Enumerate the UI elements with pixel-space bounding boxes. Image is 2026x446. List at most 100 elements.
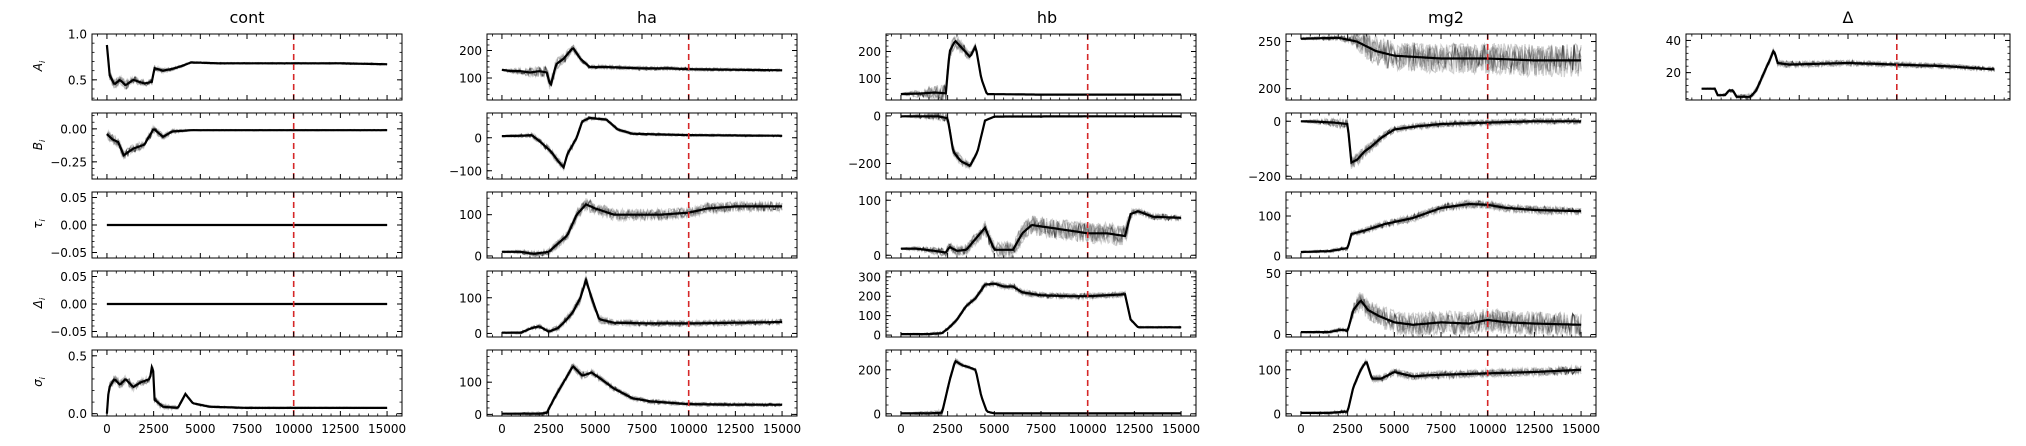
- panel-mg2-tau-traces: [1300, 192, 1582, 258]
- panel-mg2-sigma-xtick-label-4: 10000: [1469, 422, 1507, 436]
- panel-ha-sigma-xtick-label-5: 12500: [716, 422, 754, 436]
- row-label-B: Bi: [31, 139, 47, 150]
- panel-hb-A-median-trace: [900, 39, 1182, 96]
- panel-ha-delta-chain-5: [501, 279, 783, 335]
- panel-mg2-sigma-ytick-label-1: 100: [1258, 363, 1281, 377]
- panel-ha-A-traces: [501, 34, 783, 100]
- panel-ha-B-chain-4: [501, 116, 783, 168]
- panel-cont-A-frame: [91, 33, 403, 101]
- panel-hb-sigma: 0 200 0 2500 5000 7500 10000 12500 15000: [858, 349, 1200, 436]
- panel-cont-sigma-traces: [105, 350, 388, 416]
- panel-cont-delta-ytick-label-1: 0.00: [60, 298, 87, 312]
- panel-ha-A: 100 200: [459, 33, 798, 101]
- panel-cont-delta-ytick-label-0: −0.05: [50, 325, 87, 339]
- panel-hb-tau-ytick-label-1: 100: [858, 194, 881, 208]
- panel-ha-tau: 0 100: [459, 191, 798, 263]
- panel-hb-delta-ytick-label-1: 100: [858, 309, 881, 323]
- panel-hb-sigma-xtick-label-0: 0: [897, 422, 905, 436]
- panel-cont-sigma-chain-5: [106, 367, 388, 411]
- panel-ha-B-chain-5: [501, 116, 783, 167]
- panel-ha-tau-ytick-label-1: 100: [459, 208, 482, 222]
- row-label-delta: Δi: [31, 297, 47, 309]
- panel-cont-delta-ytick-label-2: 0.05: [60, 270, 87, 284]
- panel-ha-A-ytick-label-0: 100: [459, 72, 482, 86]
- column-title-ha: ha: [637, 8, 657, 27]
- panel-delta-A-ytick-label-1: 40: [1666, 34, 1681, 48]
- panel-ha-B-ytick-label-1: 0: [474, 131, 482, 145]
- panel-cont-A-traces: [105, 34, 388, 100]
- panel-delta-A-chain-6: [1701, 51, 1995, 100]
- panel-cont-sigma-chain-1: [106, 367, 388, 411]
- panel-ha-sigma-xtick-label-1: 2500: [533, 422, 564, 436]
- panel-ha-tau-frame: [486, 191, 798, 259]
- panel-ha-A-chain-5: [501, 44, 783, 87]
- panel-ha-tau-traces: [501, 192, 783, 258]
- panel-ha-sigma-ytick-label-1: 100: [459, 376, 482, 390]
- panel-mg2-B-median-trace: [1300, 120, 1582, 165]
- panel-hb-sigma-xtick-label-3: 7500: [1026, 422, 1057, 436]
- panel-cont-A-median-trace: [105, 44, 388, 87]
- panel-hb-sigma-ytick-label-1: 200: [858, 363, 881, 377]
- panel-mg2-B-ytick-label-1: 0: [1273, 115, 1281, 129]
- panel-ha-B-frame: [486, 112, 798, 180]
- panel-hb-sigma-xtick-label-2: 5000: [979, 422, 1010, 436]
- panel-cont-A-ytick-label-0: 0.5: [68, 73, 87, 87]
- panel-cont-B-chain-4: [106, 128, 388, 160]
- panel-cont-tau-ytick-label-2: 0.05: [60, 191, 87, 205]
- panel-cont-tau-traces: [106, 192, 388, 258]
- panel-mg2-tau: 0 100: [1258, 191, 1597, 264]
- panel-delta-A-chain-5: [1701, 48, 1995, 100]
- panel-ha-B-chain-1: [501, 115, 783, 171]
- panel-mg2-sigma-xtick-label-2: 5000: [1379, 422, 1410, 436]
- panel-ha-sigma-xtick-label-0: 0: [498, 422, 506, 436]
- panel-cont-sigma-xtick-label-0: 0: [103, 422, 111, 436]
- panel-cont-B-traces: [106, 113, 388, 179]
- panel-mg2-A-ytick-label-1: 250: [1258, 35, 1281, 49]
- panel-ha-sigma-chain-2: [501, 363, 783, 416]
- panel-ha-delta-chain-0: [501, 280, 783, 335]
- panel-cont-sigma-ytick-label-1: 0.5: [68, 349, 87, 363]
- panel-mg2-tau-ytick-label-1: 100: [1258, 210, 1281, 224]
- panel-mg2-sigma-traces: [1300, 350, 1582, 416]
- panel-hb-B-ytick-label-0: −200: [848, 157, 881, 171]
- panel-hb-delta-traces: [900, 271, 1182, 337]
- panel-hb-A: 100 200: [858, 33, 1197, 101]
- panel-mg2-delta-traces: [1300, 271, 1582, 337]
- panel-mg2-A: 200 250: [1258, 33, 1597, 101]
- panel-cont-sigma-xtick-label-2: 5000: [185, 422, 216, 436]
- panel-cont-sigma-chain-3: [106, 366, 388, 411]
- panel-hb-tau-traces: [900, 192, 1182, 258]
- panel-hb-tau-median-trace: [900, 210, 1182, 254]
- panel-cont-sigma-xtick-label-5: 12500: [321, 422, 359, 436]
- panel-ha-delta-ytick-label-1: 100: [459, 291, 482, 305]
- panel-mg2-sigma-median-trace: [1300, 361, 1582, 414]
- panel-cont-sigma-xtick-label-4: 10000: [275, 422, 313, 436]
- panel-hb-delta: 0 100 200 300: [858, 270, 1197, 343]
- panel-ha-tau-ytick-label-0: 0: [474, 249, 482, 263]
- panel-delta-A-chain-4: [1701, 50, 1995, 100]
- panel-delta-A-chain-0: [1701, 48, 1995, 100]
- panel-hb-delta-ytick-label-2: 200: [858, 290, 881, 304]
- panel-cont-sigma: 0.0 0.5 0 2500 5000 7500 10000 12500 15000: [68, 349, 406, 436]
- row-labels: Ai Bi τi Δi σi: [31, 60, 47, 387]
- panel-mg2-sigma-ytick-label-0: 0: [1273, 407, 1281, 421]
- panel-mg2-delta-ytick-label-0: 0: [1273, 328, 1281, 342]
- panel-delta-A-traces: [1701, 34, 1995, 100]
- panel-hb-sigma-ytick-label-0: 0: [873, 407, 881, 421]
- panel-delta-A-chain-2: [1701, 46, 1995, 100]
- column-title-cont: cont: [230, 8, 265, 27]
- panel-ha-A-median-trace: [501, 47, 783, 87]
- panel-cont-tau-ytick-label-1: 0.00: [60, 219, 87, 233]
- panel-hb-B-chain-6: [900, 113, 1182, 168]
- panel-mg2-tau-frame: [1285, 191, 1597, 259]
- panel-cont-sigma-xtick-label-6: 15000: [368, 422, 406, 436]
- panel-hb-B-median-trace: [900, 115, 1182, 168]
- panel-cont-sigma-chain-0: [106, 365, 388, 411]
- panel-mg2-sigma-xtick-label-0: 0: [1297, 422, 1305, 436]
- panel-hb-A-ytick-label-0: 100: [858, 72, 881, 86]
- panel-ha-delta-traces: [501, 271, 783, 337]
- panel-ha-tau-median-trace: [501, 203, 783, 255]
- panel-hb-B-ytick-label-1: 0: [873, 109, 881, 123]
- panel-cont-delta-traces: [106, 271, 388, 337]
- column-titles: cont ha hb mg2 Δ: [230, 8, 1854, 27]
